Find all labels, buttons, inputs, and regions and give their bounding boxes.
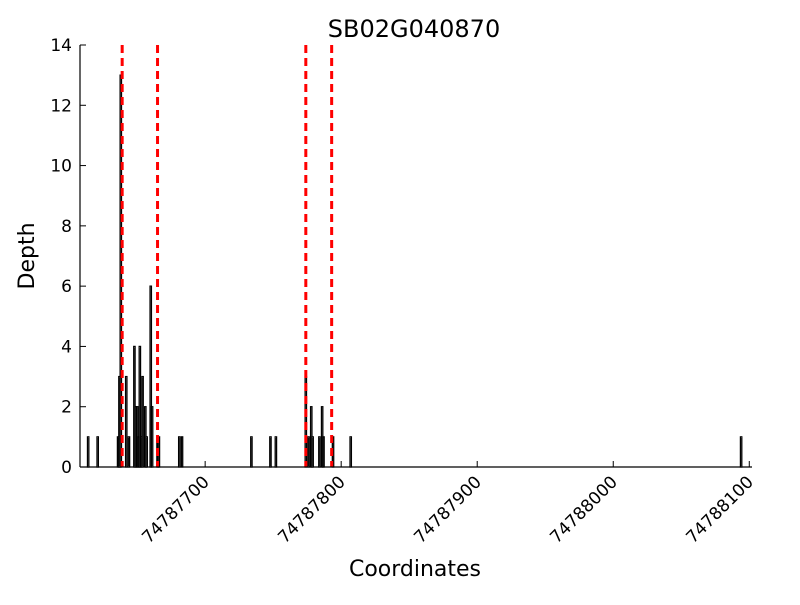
depth-bar: [124, 375, 128, 468]
depth-bar: [145, 436, 148, 468]
depth-bar: [250, 436, 253, 468]
y-tick-label: 14: [50, 36, 72, 56]
depth-bar: [307, 436, 310, 468]
chart-title: SB02G040870: [328, 15, 500, 43]
depth-bar: [349, 436, 353, 468]
x-axis-label: Coordinates: [349, 557, 481, 582]
y-tick-label: 12: [50, 96, 72, 116]
depth-bar: [269, 436, 272, 468]
y-tick-label: 2: [61, 398, 72, 418]
y-tick-label: 8: [61, 217, 72, 237]
x-tick-label: 74787800: [274, 472, 349, 547]
x-tick-label: 74787700: [138, 472, 213, 547]
depth-bar: [86, 436, 90, 468]
depth-bar: [141, 375, 144, 468]
x-tick-label: 74788000: [546, 472, 621, 547]
depth-bar: [177, 436, 181, 468]
depth-bar: [127, 436, 131, 468]
y-tick-label: 10: [50, 157, 72, 177]
y-tick-label: 0: [61, 458, 72, 478]
x-ticks: 74787700 74787800 74787900 74788000 74788100: [138, 461, 758, 548]
y-axis-label: Depth: [15, 222, 40, 289]
vlines-layer: [120, 45, 334, 467]
depth-bar: [96, 436, 100, 468]
bars-layer: [86, 74, 743, 468]
x-tick-label: 74788100: [682, 472, 757, 547]
depth-bar: [318, 436, 321, 468]
x-tick-label: 74787900: [410, 472, 485, 547]
y-tick-label: 6: [61, 277, 72, 297]
depth-bar: [180, 436, 184, 468]
depth-bar: [739, 436, 743, 468]
y-tick-label: 4: [61, 337, 72, 357]
y-ticks: 0 2 4 6 8 10 12 14: [50, 36, 86, 478]
depth-bar: [150, 406, 154, 468]
depth-bar: [274, 436, 278, 468]
depth-bar: [311, 436, 314, 468]
depth-bar: [322, 436, 325, 468]
